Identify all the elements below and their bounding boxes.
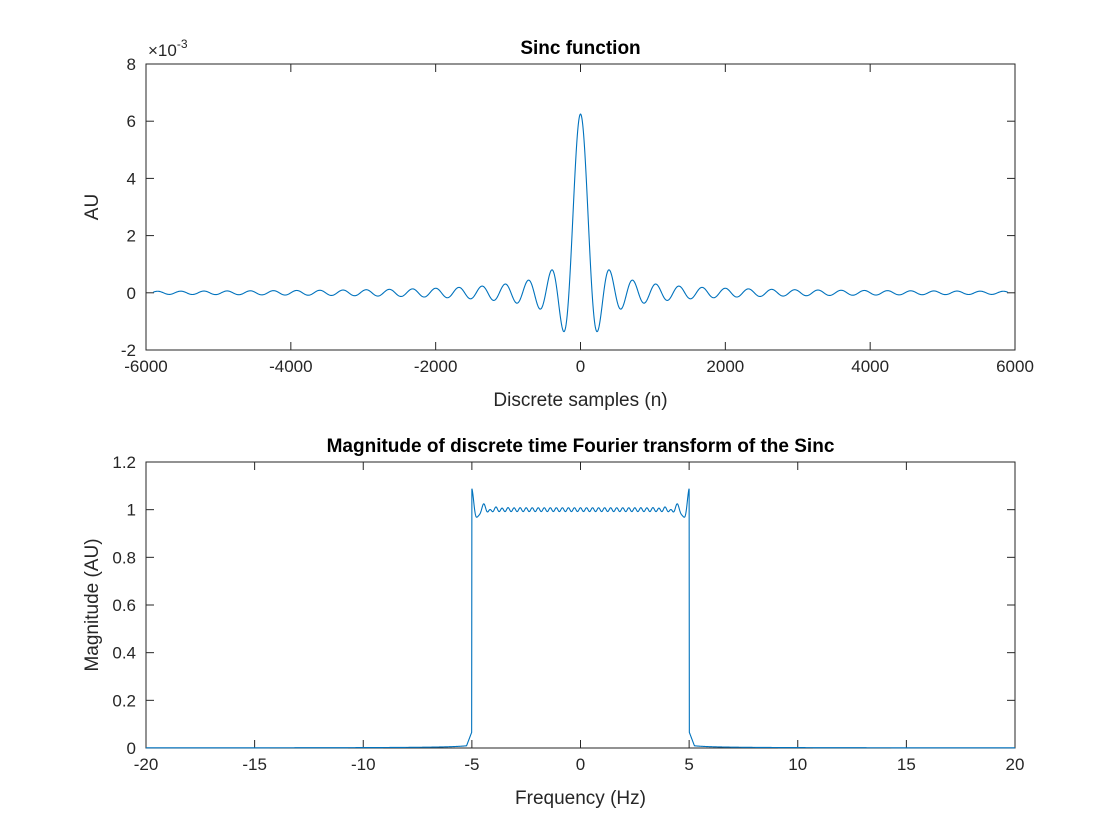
dtft-subplot: -20 -15 -10 -5 0 5 10 15 20 0 0.2 0.4 0.6 0.8 1 1.2 Mag…: [82, 436, 1024, 809]
sinc-chart-title: Sinc function: [520, 38, 640, 59]
y-tick-label: 6: [127, 112, 136, 131]
sinc-x-axis-label: Discrete samples (n): [493, 390, 667, 411]
y-tick-label: 0.2: [112, 691, 136, 710]
y-tick-label: 4: [127, 169, 136, 188]
y-tick-label: 0.4: [112, 644, 136, 663]
dtft-ticks: -20 -15 -10 -5 0 5 10 15 20 0 0.2 0.4 0.6 0.8 1 1.2: [112, 453, 1024, 774]
exponent-power: -3: [177, 37, 188, 51]
sinc-plot-area: [145, 63, 1016, 351]
x-tick-label: 0: [576, 755, 585, 774]
x-tick-label: -6000: [124, 357, 167, 376]
x-tick-label: 0: [576, 357, 585, 376]
sinc-y-exponent-label: ×10-3: [148, 37, 188, 60]
sinc-subplot: -6000 -4000 -2000 0 2000 4000 6000 -2 0 2 4 6 8 Sinc…: [82, 37, 1034, 411]
x-tick-label: 4000: [851, 357, 889, 376]
y-tick-label: 0: [127, 284, 136, 303]
x-tick-label: -20: [134, 755, 159, 774]
y-tick-label: 8: [127, 55, 136, 74]
x-tick-label: -2000: [414, 357, 457, 376]
y-tick-label: -2: [121, 341, 136, 360]
y-tick-label: 2: [127, 227, 136, 246]
sinc-ticks: -6000 -4000 -2000 0 2000 4000 6000 -2 0 2 4 6 8: [121, 55, 1034, 376]
x-tick-label: 10: [788, 755, 807, 774]
sinc-series-line: [153, 113, 1008, 333]
x-tick-label: 15: [897, 755, 916, 774]
dtft-chart-title: Magnitude of discrete time Fourier trans…: [327, 436, 835, 457]
y-tick-label: 1: [127, 501, 136, 520]
dtft-series-line: [146, 488, 1015, 749]
x-tick-label: -5: [464, 755, 479, 774]
x-tick-label: -10: [351, 755, 376, 774]
sinc-y-axis-label: AU: [82, 194, 103, 220]
x-tick-label: 2000: [706, 357, 744, 376]
x-tick-label: 6000: [996, 357, 1034, 376]
y-tick-label: 0: [127, 739, 136, 758]
exponent-base: ×10: [148, 41, 177, 60]
dtft-plot-area: [145, 461, 1016, 749]
dtft-y-axis-label: Magnitude (AU): [82, 538, 103, 671]
x-tick-label: -15: [242, 755, 267, 774]
x-tick-label: -4000: [269, 357, 312, 376]
x-tick-label: 5: [684, 755, 693, 774]
dtft-x-axis-label: Frequency (Hz): [515, 788, 646, 809]
y-tick-label: 0.8: [112, 548, 136, 567]
x-tick-label: 20: [1006, 755, 1025, 774]
y-tick-label: 1.2: [112, 453, 136, 472]
y-tick-label: 0.6: [112, 596, 136, 615]
